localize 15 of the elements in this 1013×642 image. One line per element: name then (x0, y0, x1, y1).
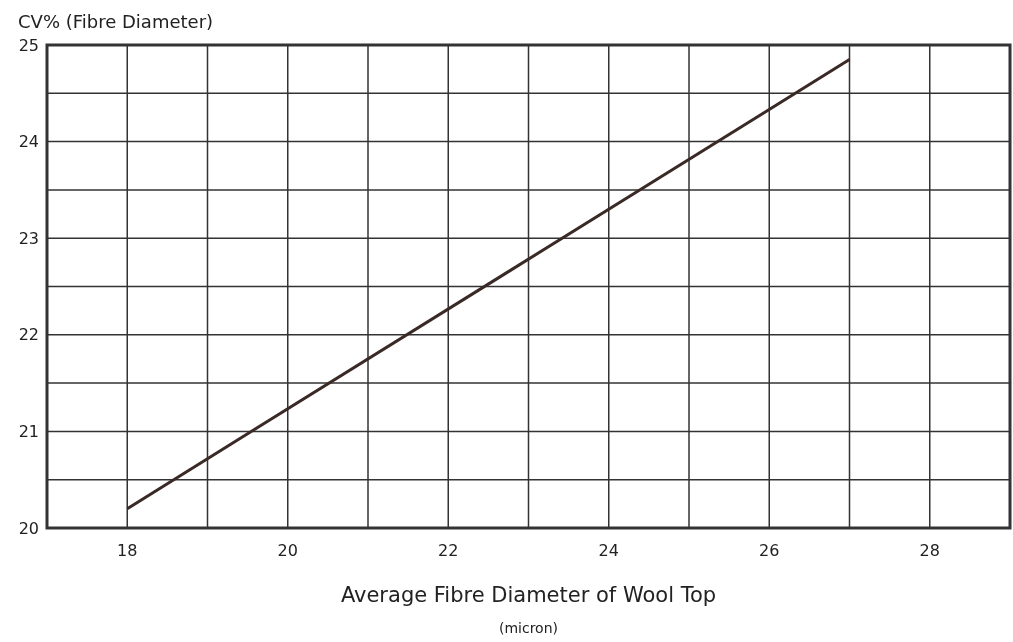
x-tick-label: 24 (598, 541, 619, 560)
x-axis-title: Average Fibre Diameter of Wool Top (340, 583, 717, 607)
y-tick-label: 22 (18, 325, 39, 345)
y-tick-label: 23 (18, 228, 39, 248)
y-tick-label: 20 (18, 518, 39, 538)
y-tick-label: 24 (18, 132, 39, 152)
y-tick-label: 25 (18, 35, 39, 55)
x-tick-label: 18 (117, 541, 138, 560)
x-tick-label: 20 (277, 541, 298, 560)
y-axis-title: CV% (Fibre Diameter) (18, 11, 214, 32)
x-tick-label: 26 (759, 541, 780, 560)
x-tick-label: 22 (438, 541, 459, 560)
y-tick-label: 21 (18, 422, 39, 441)
text: (micron) (498, 620, 559, 636)
x-tick-label: 28 (919, 541, 940, 560)
